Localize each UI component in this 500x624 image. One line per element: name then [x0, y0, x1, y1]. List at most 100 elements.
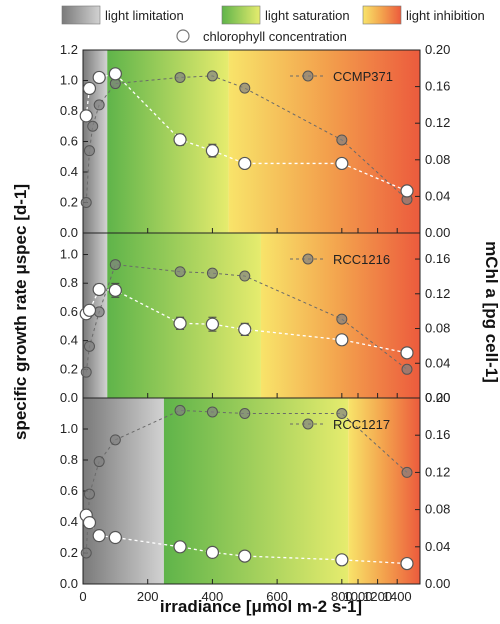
region-light-saturation [107, 50, 229, 233]
right-y-tick-label: 0.08 [425, 502, 450, 517]
right-y-tick-label: 0.16 [425, 251, 450, 266]
left-y-tick-label: 0.6 [60, 134, 78, 149]
legend-swatch-saturation [221, 5, 261, 25]
left-y-tick-label: 0.6 [60, 483, 78, 498]
growth-rate-point [206, 70, 218, 82]
left-y-tick-label: 1.0 [60, 421, 78, 436]
growth-rate-point [401, 363, 413, 375]
chlorophyll-point [400, 556, 414, 571]
strain-legend-marker [302, 70, 314, 82]
x-tick-label: 400 [202, 589, 224, 604]
right-y-tick-label: 0.08 [425, 152, 450, 167]
left-y-tick-label: 0.4 [60, 164, 78, 179]
chlorophyll-point [108, 283, 122, 297]
right-y-axis-label: mChl a [pg cell-1] [482, 241, 500, 383]
chlorophyll-point [79, 109, 93, 123]
chlorophyll-point [335, 333, 349, 347]
growth-rate-point [239, 408, 251, 419]
growth-rate-point [206, 267, 218, 279]
growth-rate-point [336, 313, 348, 325]
region-light-limitation [83, 398, 164, 584]
chlorophyll-point [108, 530, 122, 545]
chlorophyll-point [82, 303, 97, 317]
growth-rate-point [80, 197, 92, 208]
growth-rate-point [336, 408, 348, 419]
left-y-tick-label: 0.8 [60, 103, 78, 118]
growth-rate-point [336, 134, 348, 146]
x-tick-label: 800 [331, 589, 353, 604]
strain-legend-marker [302, 253, 314, 265]
right-y-tick-label: 0.00 [425, 576, 450, 591]
panel-rcc1216: 0.0 0.2 0.4 0.6 0.8 1.0 0.00 0.04 0.08 0.12 0.16 RC… [60, 232, 450, 405]
left-y-tick-label: 1.0 [60, 73, 78, 88]
growth-rate-line [85, 409, 408, 554]
legend-label-saturation: light saturation [265, 8, 350, 23]
chlorophyll-point [173, 133, 187, 147]
right-y-tick-label: 0.04 [425, 188, 450, 203]
growth-rate-point [174, 266, 186, 278]
right-y-tick-label: 0.00 [425, 225, 450, 240]
growth-rate-point [174, 71, 186, 83]
legend: light limitation light saturation light … [61, 5, 485, 44]
chlorophyll-point [92, 529, 106, 543]
growth-rate-point [239, 270, 251, 282]
right-y-tick-label: 0.20 [425, 390, 450, 405]
right-y-tick-label: 0.16 [425, 79, 450, 94]
x-tick-label: 1000 [344, 589, 373, 604]
panel-rcc1217: 0.00.20.40.60.81.00.000.040.080.120.160.… [60, 390, 450, 604]
legend-label-limitation: light limitation [105, 8, 184, 23]
x-axis-label: irradiance [μmol m-2 s-1] [160, 597, 362, 616]
left-y-tick-label: 0.0 [60, 225, 78, 240]
left-y-tick-label: 0.8 [60, 275, 78, 290]
left-y-tick-label: 1.2 [60, 42, 78, 57]
legend-swatch-inhibition [362, 5, 402, 25]
right-y-tick-label: 0.00 [425, 390, 450, 405]
left-y-tick-label: 0.2 [60, 195, 78, 210]
growth-rate-point [93, 99, 105, 111]
growth-rate-point [80, 547, 92, 559]
left-y-tick-label: 0.8 [60, 452, 78, 467]
legend-chlorophyll-marker [176, 29, 190, 43]
right-y-tick-label: 0.20 [425, 42, 450, 57]
growth-rate-point [80, 366, 92, 378]
strain-label-ccmp371: CCMP371 [333, 69, 393, 84]
chlorophyll-point [335, 553, 349, 567]
growth-rate-point [93, 456, 105, 468]
chlorophyll-point [400, 346, 414, 360]
x-tick-label: 600 [266, 589, 288, 604]
right-y-tick-label: 0.04 [425, 355, 450, 370]
left-y-tick-label: 0.2 [60, 545, 78, 560]
region-light-saturation [107, 233, 261, 398]
growth-rate-point [239, 82, 251, 94]
legend-label-inhibition: light inhibition [406, 8, 485, 23]
right-y-tick-label: 0.04 [425, 539, 450, 554]
chlorophyll-point [92, 70, 106, 85]
right-y-tick-label: 0.12 [425, 286, 450, 301]
chlorophyll-point [82, 81, 97, 96]
region-light-inhibition [228, 50, 420, 233]
x-tick-label: 0 [79, 589, 86, 604]
chlorophyll-point [238, 322, 252, 336]
growth-rate-point [109, 259, 121, 271]
x-tick-label: 1400 [383, 589, 412, 604]
growth-rate-line [85, 75, 408, 203]
chlorophyll-point [173, 316, 187, 330]
chlorophyll-point [238, 156, 252, 171]
right-y-tick-label: 0.16 [425, 427, 450, 442]
growth-rate-point [83, 340, 95, 352]
region-light-saturation [163, 398, 349, 584]
x-tick-label: 1200 [363, 589, 392, 604]
left-y-tick-label: 0.2 [60, 361, 78, 376]
left-y-tick-label: 1.0 [60, 247, 78, 262]
left-y-tick-label: 0.0 [60, 576, 78, 591]
right-y-tick-label: 0.08 [425, 321, 450, 336]
left-y-axis-label: specific growth rate μspec [d-1] [11, 184, 30, 440]
chlorophyll-point [173, 540, 187, 554]
left-y-tick-label: 0.4 [60, 333, 78, 348]
legend-label-chlorophyll: chlorophyll concentration [203, 29, 347, 44]
chlorophyll-point [205, 317, 220, 331]
chart-panels: 0.00.20.40.60.81.01.20.000.040.080.120.1… [60, 42, 450, 604]
chlorophyll-point [400, 184, 414, 198]
legend-swatch-limitation [61, 5, 101, 25]
